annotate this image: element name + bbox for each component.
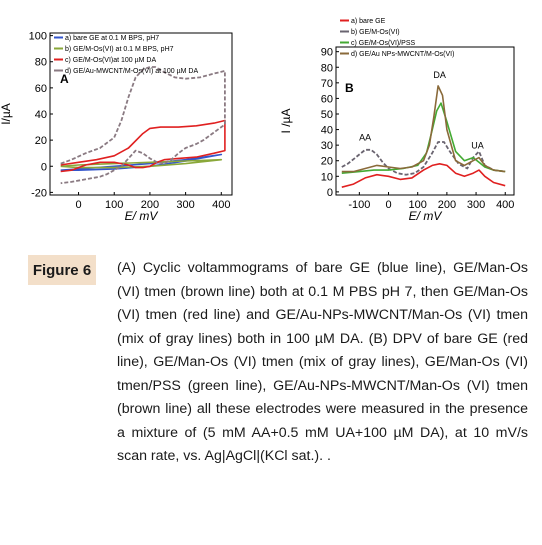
series-line-4 bbox=[60, 66, 226, 185]
y-tick-label: 100 bbox=[29, 31, 47, 43]
figure-label-badge: Figure 6 bbox=[28, 255, 96, 285]
peak-annotation: UA bbox=[471, 140, 484, 150]
x-tick-label: 200 bbox=[141, 199, 159, 211]
legend-entry: a) bare GE bbox=[351, 18, 386, 25]
x-tick-label: 100 bbox=[105, 199, 123, 211]
y-tick-label: 20 bbox=[321, 156, 333, 168]
x-tick-label: 0 bbox=[385, 199, 391, 211]
legend-entry: d) GE/Au NPs-MWCNT/M-Os(VI) bbox=[351, 51, 454, 58]
peak-annotation: AA bbox=[359, 132, 371, 142]
panel-label: B bbox=[345, 81, 354, 95]
y-tick-label: 80 bbox=[35, 57, 47, 69]
x-tick-label: -100 bbox=[348, 199, 370, 211]
x-tick-label: 400 bbox=[212, 199, 230, 211]
series-line-2 bbox=[341, 141, 506, 176]
x-tick-label: 400 bbox=[496, 199, 514, 211]
x-tick-label: 0 bbox=[75, 199, 81, 211]
y-tick-label: 20 bbox=[35, 135, 47, 147]
legend-entry: c) GE/M-Os(VI)at 100 µM DA bbox=[65, 57, 156, 64]
y-tick-label: 70 bbox=[321, 78, 333, 90]
y-tick-label: 80 bbox=[321, 62, 333, 74]
x-axis-label: E/ mV bbox=[125, 209, 159, 223]
figure-caption: (A) Cyclic voltammograms of bare GE (blu… bbox=[117, 260, 528, 464]
y-tick-label: 40 bbox=[35, 109, 47, 121]
y-tick-label: 30 bbox=[321, 140, 333, 152]
x-tick-label: 100 bbox=[409, 199, 427, 211]
peak-annotation: DA bbox=[433, 70, 446, 80]
x-axis-label: E/ mV bbox=[409, 209, 443, 223]
legend-entry: c) GE/M-Os(VI)/PSS bbox=[351, 40, 416, 47]
y-tick-label: 50 bbox=[321, 109, 333, 121]
series-line-2 bbox=[60, 158, 223, 169]
y-axis-label: I/µA bbox=[0, 103, 13, 125]
x-tick-label: 200 bbox=[438, 199, 456, 211]
dpv-chart-panel-b: -100 0 100 200 300 400 0 10 20 30 40 50 60 70 80 90 E/ m… bbox=[279, 18, 515, 223]
x-tick-label: 300 bbox=[467, 199, 485, 211]
y-tick-label: 60 bbox=[321, 93, 333, 105]
y-tick-label: 40 bbox=[321, 125, 333, 137]
legend-entry: a) bare GE at 0.1 M BPS, pH7 bbox=[65, 35, 159, 42]
legend-entry: b) GE/M-Os(VI) bbox=[351, 29, 400, 36]
y-tick-label: 0 bbox=[41, 161, 47, 173]
x-tick-label: 300 bbox=[176, 199, 194, 211]
y-tick-label: 0 bbox=[327, 187, 333, 199]
series-line-4 bbox=[341, 85, 506, 173]
panel-label: A bbox=[60, 72, 69, 86]
y-tick-label: 10 bbox=[321, 171, 333, 183]
y-axis-label: I /µA bbox=[279, 109, 293, 134]
series-line-3 bbox=[60, 119, 226, 173]
y-tick-label: 90 bbox=[321, 47, 333, 59]
series-line-1 bbox=[341, 163, 506, 188]
series-line-3 bbox=[341, 102, 506, 174]
legend-entry: b) GE/M-Os(VI) at 0.1 M BPS, pH7 bbox=[65, 46, 174, 53]
plot-frame bbox=[335, 46, 515, 196]
y-tick-label: 60 bbox=[35, 83, 47, 95]
y-tick-label: -20 bbox=[31, 187, 47, 199]
legend-entry: d) GE/Au-MWCNT/M-Os(VI) at 100 µM DA bbox=[65, 68, 198, 75]
